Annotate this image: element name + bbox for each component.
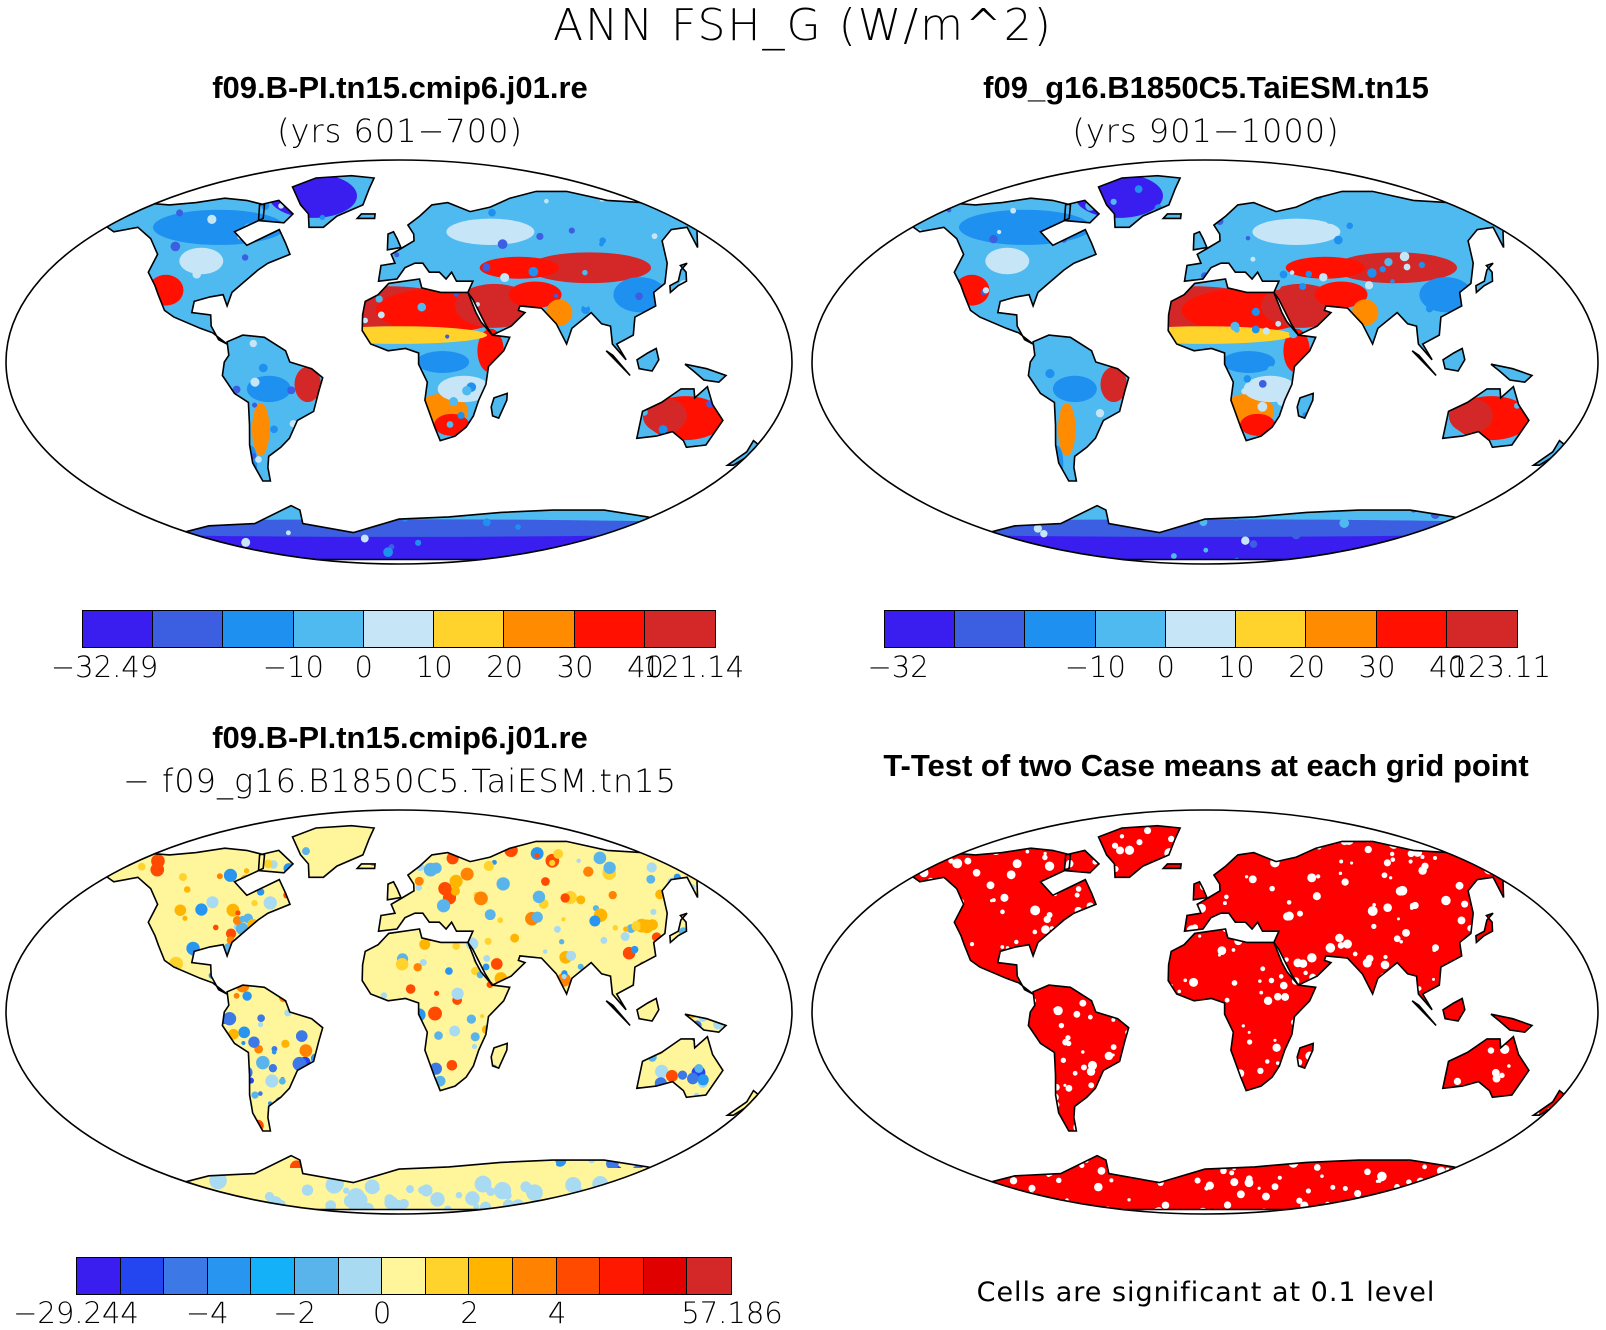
panel-1-colorbar [82, 610, 716, 648]
colorbar-tick-label: 10 [1217, 650, 1255, 684]
significance-note: Cells are significant at 0.1 level [976, 1277, 1436, 1308]
colorbar-tick-label: 123.11 [1449, 650, 1552, 684]
colorbar-tick-label: 57.186 [681, 1296, 783, 1330]
panel-4-title: T-Test of two Case means at each grid po… [883, 748, 1529, 783]
colorbar-cell [363, 611, 435, 647]
colorbar-cell [644, 611, 715, 647]
colorbar-cell [77, 1258, 121, 1294]
colorbar-cell [338, 1258, 383, 1294]
colorbar-tick-label: 20 [1288, 650, 1326, 684]
colorbar-cell [425, 1258, 470, 1294]
colorbar-cell [955, 611, 1026, 647]
panel-3-colorbar [76, 1257, 732, 1295]
colorbar-cell [153, 611, 224, 647]
figure-title: ANN FSH_G (W/m^2) [553, 0, 1053, 51]
panel-2-map [811, 159, 1599, 565]
colorbar-tick-label: 4 [547, 1296, 567, 1330]
panel-1-subtitle: (yrs 601−700) [277, 112, 523, 150]
colorbar-cell [120, 1258, 165, 1294]
colorbar-cell [574, 611, 645, 647]
colorbar-tick-label: 0 [372, 1296, 392, 1330]
colorbar-cell [164, 1258, 208, 1294]
colorbar-cell [512, 1258, 557, 1294]
colorbar-tick-label: 121.14 [642, 650, 745, 684]
colorbar-cell [83, 611, 154, 647]
colorbar-tick-label: 30 [556, 650, 594, 684]
colorbar-tick-label: 30 [1358, 650, 1396, 684]
colorbar-cell [687, 1258, 731, 1294]
colorbar-tick-label: 40 [627, 650, 664, 684]
colorbar-tick-label: −2 [273, 1296, 317, 1330]
panel-1-title: f09.B-PI.tn15.cmip6.j01.re [212, 70, 588, 105]
colorbar-cell [1165, 611, 1237, 647]
colorbar-tick-label: 40 [1429, 650, 1466, 684]
panel-3-title: f09.B-PI.tn15.cmip6.j01.re [212, 720, 588, 755]
colorbar-cell [207, 1258, 252, 1294]
colorbar-cell [294, 1258, 339, 1294]
panel-2-title: f09_g16.B1850C5.TaiESM.tn15 [983, 70, 1429, 105]
colorbar-tick-label: −4 [185, 1296, 229, 1330]
colorbar-cell [643, 1258, 688, 1294]
colorbar-cell [1446, 611, 1517, 647]
colorbar-tick-label: 10 [415, 650, 453, 684]
colorbar-tick-label: −29.244 [13, 1296, 139, 1330]
colorbar-cell [600, 1258, 644, 1294]
colorbar-tick-label: 2 [460, 1296, 479, 1330]
colorbar-cell [1025, 611, 1096, 647]
colorbar-cell [556, 1258, 601, 1294]
colorbar-cell [1306, 611, 1377, 647]
colorbar-cell [504, 611, 575, 647]
panel-2-subtitle: (yrs 901−1000) [1072, 112, 1340, 150]
colorbar-cell [1095, 611, 1166, 647]
panel-3-map [5, 809, 793, 1215]
panel-1-map [5, 159, 793, 565]
colorbar-tick-label: −10 [1064, 650, 1126, 684]
colorbar-cell [469, 1258, 513, 1294]
colorbar-cell [1376, 611, 1447, 647]
panel-2-colorbar [884, 610, 1518, 648]
colorbar-cell [434, 611, 505, 647]
colorbar-tick-label: −10 [262, 650, 324, 684]
colorbar-cell [251, 1258, 295, 1294]
colorbar-tick-label: 0 [354, 650, 373, 684]
colorbar-tick-label: 20 [486, 650, 524, 684]
colorbar-tick-label: −32 [867, 650, 929, 684]
colorbar-cell [293, 611, 364, 647]
colorbar-cell [1236, 611, 1307, 647]
colorbar-cell [223, 611, 294, 647]
panel-4-map [811, 809, 1599, 1215]
colorbar-cell [382, 1258, 426, 1294]
colorbar-tick-label: −32.49 [50, 650, 159, 684]
colorbar-cell [885, 611, 956, 647]
panel-3-subtitle: − f09_g16.B1850C5.TaiESM.tn15 [123, 762, 677, 800]
colorbar-tick-label: 0 [1156, 650, 1175, 684]
